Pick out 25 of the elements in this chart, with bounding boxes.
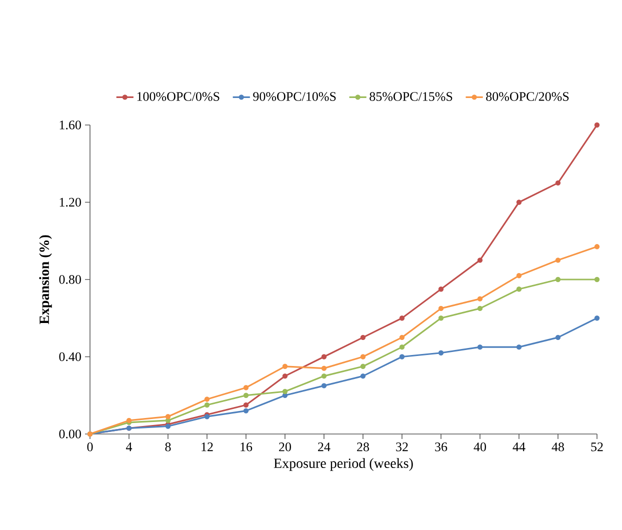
x-tick-label: 52	[591, 442, 603, 452]
y-tick-label: 1.20	[60, 198, 81, 207]
x-tick-label: 0	[87, 442, 93, 452]
x-tick-label: 28	[357, 442, 370, 452]
x-axis-title: Exposure period (weeks)	[274, 458, 413, 471]
legend-label: 80%OPC/20%S	[486, 92, 569, 101]
legend-label: 85%OPC/15%S	[370, 92, 452, 101]
legend-label: 90%OPC/10%S	[253, 92, 336, 101]
x-tick-label: 44	[512, 442, 526, 452]
x-tick-label: 32	[396, 442, 408, 452]
x-tick-label: 36	[435, 442, 448, 452]
x-tick-label: 12	[202, 442, 213, 452]
x-tick-label: 20	[279, 442, 292, 452]
legend-label: 100%OPC/0%S	[137, 92, 220, 101]
x-tick-label: 16	[240, 442, 252, 452]
y-axis-title: Expansion (%)	[39, 235, 52, 324]
x-tick-label: 24	[318, 442, 330, 452]
x-tick-label: 8	[165, 442, 171, 452]
y-tick-label: 0.00	[59, 430, 81, 438]
x-tick-label: 4	[126, 442, 132, 452]
y-tick-label: 0.80	[59, 275, 81, 284]
y-tick-label: 0.40	[59, 352, 81, 362]
y-tick-label: 1.60	[60, 120, 81, 130]
x-tick-label: 48	[552, 442, 564, 452]
x-tick-label: 40	[474, 442, 486, 452]
